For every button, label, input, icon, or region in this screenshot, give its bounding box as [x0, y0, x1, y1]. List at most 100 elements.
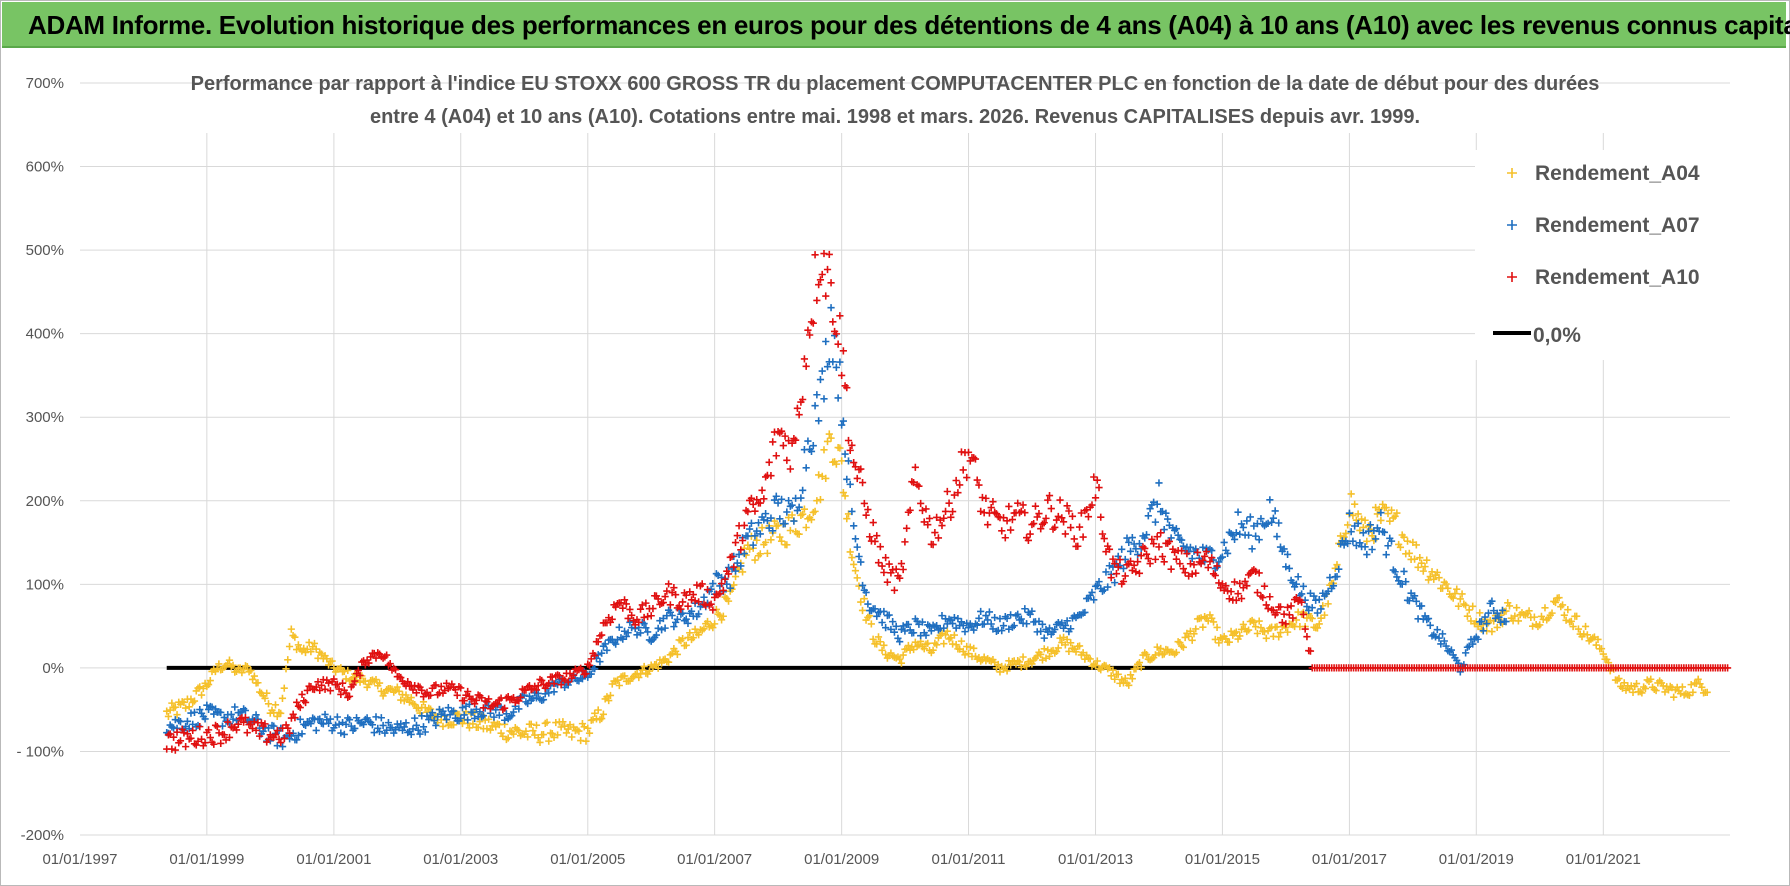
data-point — [1045, 652, 1054, 660]
data-point — [324, 719, 333, 727]
data-point — [377, 714, 385, 722]
data-point — [294, 731, 303, 740]
data-point — [1403, 537, 1412, 545]
data-point — [949, 619, 957, 628]
data-point — [469, 695, 477, 703]
data-point — [1303, 633, 1311, 641]
data-point — [820, 446, 828, 454]
data-point — [1363, 537, 1371, 545]
data-point — [368, 721, 377, 729]
data-point — [1040, 519, 1048, 527]
data-point — [878, 562, 886, 570]
data-point — [553, 731, 562, 739]
data-point — [1292, 580, 1300, 588]
data-point — [1303, 602, 1311, 611]
data-point — [1354, 519, 1362, 528]
data-point — [800, 505, 809, 513]
data-point — [317, 681, 326, 689]
data-point — [987, 620, 995, 628]
data-point — [1067, 523, 1075, 532]
legend-marker — [1507, 168, 1517, 178]
data-point — [731, 567, 740, 575]
data-point — [677, 605, 685, 613]
data-point — [190, 708, 199, 716]
data-point — [947, 513, 955, 521]
data-point — [673, 615, 681, 623]
data-point — [825, 250, 833, 259]
data-point — [1215, 639, 1223, 647]
data-point — [1232, 529, 1240, 537]
data-point — [354, 666, 362, 675]
data-point — [679, 635, 687, 643]
data-point — [1084, 513, 1093, 521]
data-point — [419, 723, 428, 731]
data-point — [1359, 529, 1367, 537]
data-point — [749, 541, 757, 549]
banner: ADAM Informe. Evolution historique des p… — [2, 2, 1790, 48]
data-point — [620, 627, 629, 635]
data-point — [1583, 631, 1591, 639]
data-point — [534, 682, 542, 690]
data-point — [1313, 624, 1322, 632]
y-tick-label: - 100% — [16, 743, 64, 760]
data-point — [598, 649, 606, 657]
data-point — [899, 651, 907, 659]
data-point — [612, 640, 620, 648]
data-point — [1255, 617, 1263, 625]
data-point — [1358, 515, 1366, 523]
data-point — [517, 693, 525, 701]
data-point — [615, 623, 623, 631]
data-point — [1444, 584, 1452, 592]
data-point — [783, 541, 791, 549]
data-point — [345, 716, 354, 724]
y-tick-label: 0% — [42, 660, 64, 677]
data-point — [809, 319, 817, 327]
data-point — [822, 292, 830, 300]
data-point — [250, 672, 258, 680]
data-point — [1208, 614, 1216, 622]
data-point — [950, 631, 958, 639]
data-point — [1199, 623, 1207, 631]
data-point — [1451, 589, 1459, 598]
data-point — [252, 711, 260, 719]
data-point — [532, 686, 541, 694]
data-point — [654, 595, 662, 603]
data-point — [799, 510, 807, 518]
data-point — [606, 691, 615, 700]
data-point — [601, 640, 609, 648]
data-point — [682, 591, 690, 599]
data-point — [1105, 562, 1114, 570]
data-point — [1165, 537, 1173, 546]
data-point — [1252, 567, 1260, 576]
data-point — [709, 606, 717, 614]
data-point — [915, 482, 923, 490]
data-point — [1433, 568, 1441, 577]
data-point — [711, 620, 719, 628]
data-point — [892, 565, 900, 573]
data-point — [1244, 626, 1253, 634]
data-point — [509, 708, 518, 716]
data-point — [961, 628, 969, 636]
data-point — [1299, 582, 1307, 590]
data-point — [820, 249, 828, 258]
data-point — [1386, 517, 1394, 525]
data-point — [867, 620, 875, 628]
x-tick-label: 01/01/1999 — [169, 851, 244, 868]
data-point — [961, 651, 969, 659]
data-point — [367, 653, 375, 661]
data-point — [735, 550, 743, 558]
data-point — [1201, 552, 1209, 560]
data-point — [229, 661, 237, 669]
data-point — [1061, 530, 1069, 538]
data-point — [684, 602, 692, 610]
data-point — [1273, 609, 1281, 617]
data-point — [816, 496, 825, 504]
data-point — [524, 733, 532, 741]
data-point — [407, 693, 415, 702]
data-point — [823, 363, 832, 371]
data-point — [853, 474, 861, 483]
data-point — [1213, 623, 1221, 632]
data-point — [1289, 614, 1297, 622]
data-point — [615, 681, 623, 690]
